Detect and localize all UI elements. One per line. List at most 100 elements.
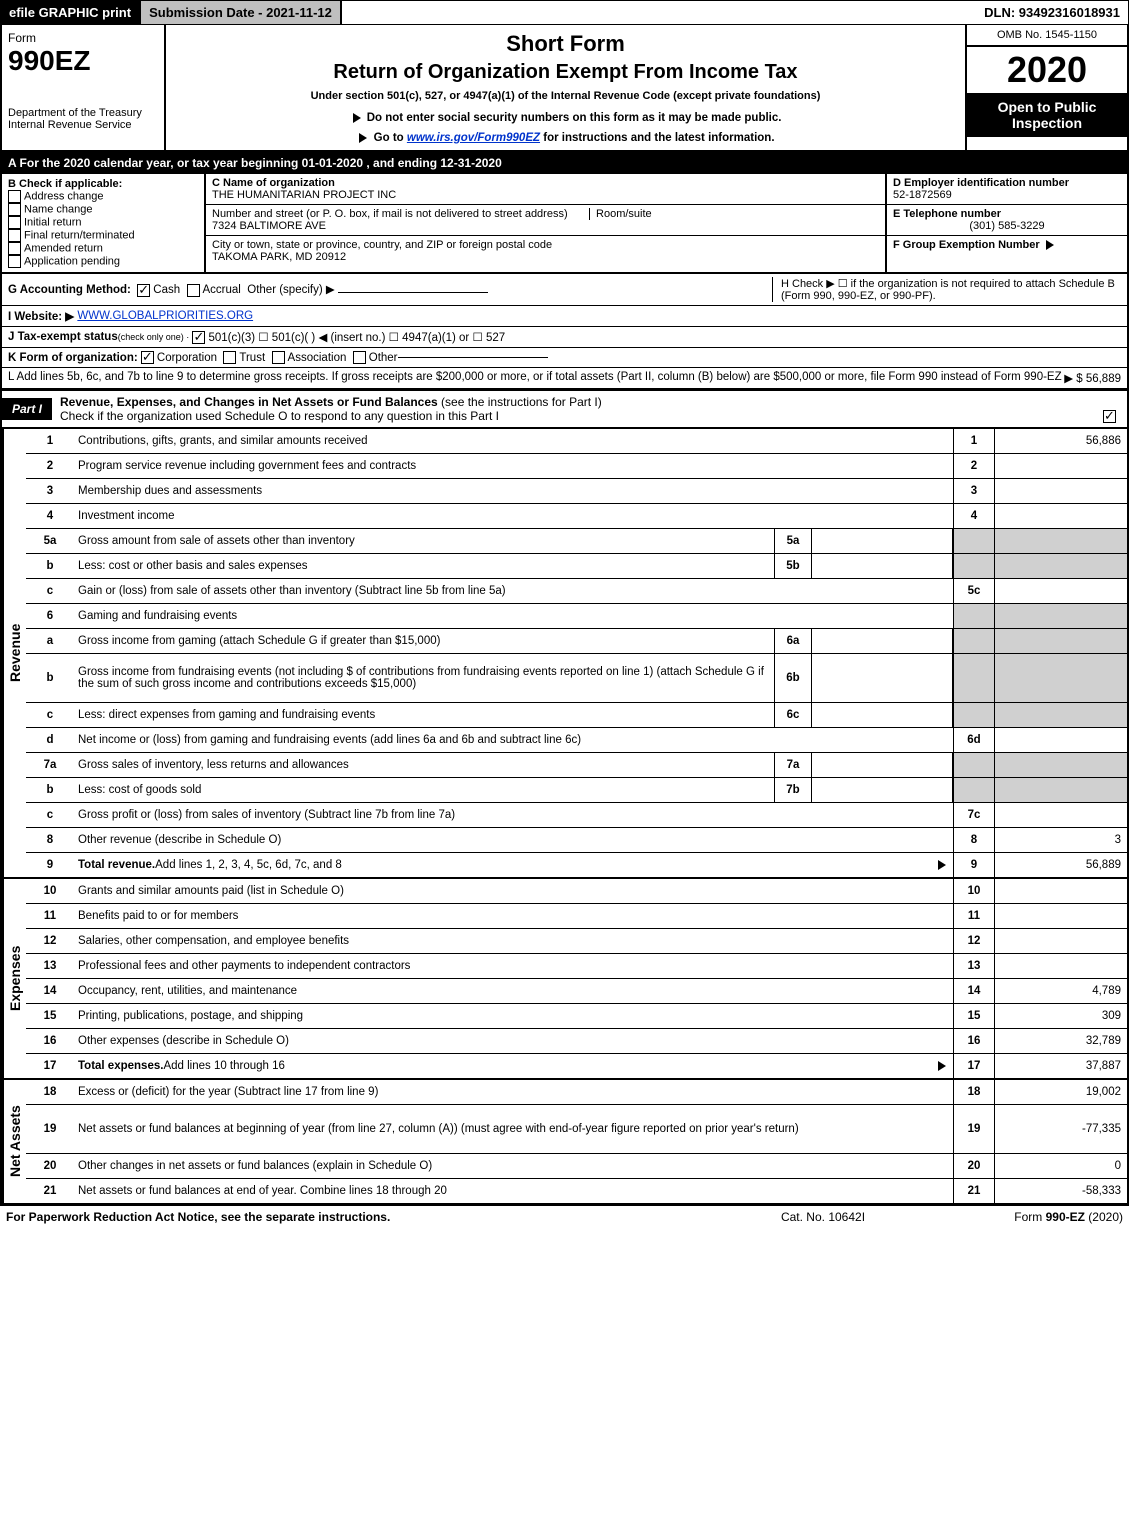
checkbox-icon[interactable] xyxy=(8,190,21,203)
goto-suffix: for instructions and the latest informat… xyxy=(543,132,774,144)
checkbox-icon[interactable] xyxy=(192,331,205,344)
shaded-cell xyxy=(994,703,1127,727)
i-label: I Website: ▶ xyxy=(8,309,74,323)
expense-row: 16Other expenses (describe in Schedule O… xyxy=(26,1029,1127,1054)
part1-title: Revenue, Expenses, and Changes in Net As… xyxy=(60,395,438,409)
expense-row: 10Grants and similar amounts paid (list … xyxy=(26,879,1127,904)
amount-cell: 309 xyxy=(994,1004,1127,1028)
line-description: Membership dues and assessments xyxy=(74,479,953,503)
e-label: E Telephone number xyxy=(893,208,1001,220)
chk-initial: Initial return xyxy=(24,216,81,228)
shaded-cell xyxy=(994,654,1127,702)
line-description: Less: direct expenses from gaming and fu… xyxy=(74,703,774,727)
line-number: b xyxy=(26,654,74,702)
j-text: 501(c)(3) ☐ 501(c)( ) ◀ (insert no.) ☐ 4… xyxy=(208,330,505,344)
amount-cell: 32,789 xyxy=(994,1029,1127,1053)
city-value: TAKOMA PARK, MD 20912 xyxy=(212,251,346,263)
checkbox-icon[interactable] xyxy=(187,284,200,297)
shaded-cell xyxy=(994,529,1127,553)
checkbox-icon[interactable] xyxy=(8,255,21,268)
arrow-icon xyxy=(359,133,367,143)
amount-cell xyxy=(994,504,1127,528)
page-footer: For Paperwork Reduction Act Notice, see … xyxy=(0,1205,1129,1228)
chk-name: Name change xyxy=(24,203,93,215)
subline-value xyxy=(811,629,953,653)
checkbox-icon[interactable] xyxy=(8,203,21,216)
checkbox-icon[interactable] xyxy=(141,351,154,364)
line-number: 7a xyxy=(26,753,74,777)
line-number: 20 xyxy=(26,1154,74,1178)
expense-row: 11Benefits paid to or for members11 xyxy=(26,904,1127,929)
checkbox-icon[interactable] xyxy=(272,351,285,364)
checkbox-icon[interactable] xyxy=(223,351,236,364)
website-link[interactable]: WWW.GLOBALPRIORITIES.ORG xyxy=(77,310,253,322)
line-description: Other changes in net assets or fund bala… xyxy=(74,1154,953,1178)
d-label: D Employer identification number xyxy=(893,177,1069,189)
line-description: Total revenue. Add lines 1, 2, 3, 4, 5c,… xyxy=(74,853,953,877)
line-description: Gross profit or (loss) from sales of inv… xyxy=(74,803,953,827)
right-line-number: 6d xyxy=(953,728,994,752)
right-line-number: 16 xyxy=(953,1029,994,1053)
right-line-number: 20 xyxy=(953,1154,994,1178)
right-line-number: 18 xyxy=(953,1080,994,1104)
expense-row: 14Occupancy, rent, utilities, and mainte… xyxy=(26,979,1127,1004)
form-word: Form xyxy=(8,31,158,45)
line-number: b xyxy=(26,778,74,802)
line-number: 1 xyxy=(26,429,74,453)
irs-link[interactable]: www.irs.gov/Form990EZ xyxy=(407,132,540,144)
subline-value xyxy=(811,529,953,553)
line-number: b xyxy=(26,554,74,578)
line-description: Investment income xyxy=(74,504,953,528)
line-description: Professional fees and other payments to … xyxy=(74,954,953,978)
subtitle: Under section 501(c), 527, or 4947(a)(1)… xyxy=(172,90,959,102)
line-number: 12 xyxy=(26,929,74,953)
subline-value xyxy=(811,654,953,702)
checkbox-icon[interactable] xyxy=(1103,410,1116,423)
expense-row: 17Total expenses. Add lines 10 through 1… xyxy=(26,1054,1127,1078)
amount-cell xyxy=(994,929,1127,953)
chk-address: Address change xyxy=(24,190,104,202)
revenue-row: cGross profit or (loss) from sales of in… xyxy=(26,803,1127,828)
expense-row: 13Professional fees and other payments t… xyxy=(26,954,1127,979)
line-a: A For the 2020 calendar year, or tax yea… xyxy=(0,152,1129,174)
right-line-number: 13 xyxy=(953,954,994,978)
revenue-row: 8Other revenue (describe in Schedule O)8… xyxy=(26,828,1127,853)
chk-final: Final return/terminated xyxy=(24,229,135,241)
line-description: Excess or (deficit) for the year (Subtra… xyxy=(74,1080,953,1104)
checkbox-icon[interactable] xyxy=(137,284,150,297)
checkbox-icon[interactable] xyxy=(8,216,21,229)
subline-value xyxy=(811,554,953,578)
street-label: Number and street (or P. O. box, if mail… xyxy=(212,208,568,220)
netassets-row: 21Net assets or fund balances at end of … xyxy=(26,1179,1127,1203)
line-description: Net assets or fund balances at beginning… xyxy=(74,1105,953,1153)
line-number: c xyxy=(26,803,74,827)
shaded-cell xyxy=(953,753,994,777)
form-number: 990EZ xyxy=(8,45,158,77)
line-description: Gross income from gaming (attach Schedul… xyxy=(74,629,774,653)
omb-number: OMB No. 1545-1150 xyxy=(967,25,1127,47)
right-line-number: 2 xyxy=(953,454,994,478)
subline-number: 6a xyxy=(774,629,811,653)
right-line-number: 4 xyxy=(953,504,994,528)
amount-cell: 56,886 xyxy=(994,429,1127,453)
part1-note: (see the instructions for Part I) xyxy=(441,395,602,409)
amount-cell: 4,789 xyxy=(994,979,1127,1003)
submission-date: Submission Date - 2021-11-12 xyxy=(140,0,341,25)
checkbox-icon[interactable] xyxy=(8,242,21,255)
short-form-title: Short Form xyxy=(172,31,959,57)
line-number: 5a xyxy=(26,529,74,553)
checkbox-icon[interactable] xyxy=(353,351,366,364)
line-number: 9 xyxy=(26,853,74,877)
expense-row: 12Salaries, other compensation, and empl… xyxy=(26,929,1127,954)
info-block: B Check if applicable: Address change Na… xyxy=(0,174,1129,274)
k-label: K Form of organization: xyxy=(8,352,138,364)
subline-number: 7a xyxy=(774,753,811,777)
dln: DLN: 93492316018931 xyxy=(341,0,1129,25)
g-cash: Cash xyxy=(153,284,180,296)
ssn-warning: Do not enter social security numbers on … xyxy=(367,112,782,124)
checkbox-icon[interactable] xyxy=(8,229,21,242)
ein-value: 52-1872569 xyxy=(893,189,952,201)
line-description: Net income or (loss) from gaming and fun… xyxy=(74,728,953,752)
arrow-icon xyxy=(938,1061,946,1071)
revenue-row: 4Investment income4 xyxy=(26,504,1127,529)
